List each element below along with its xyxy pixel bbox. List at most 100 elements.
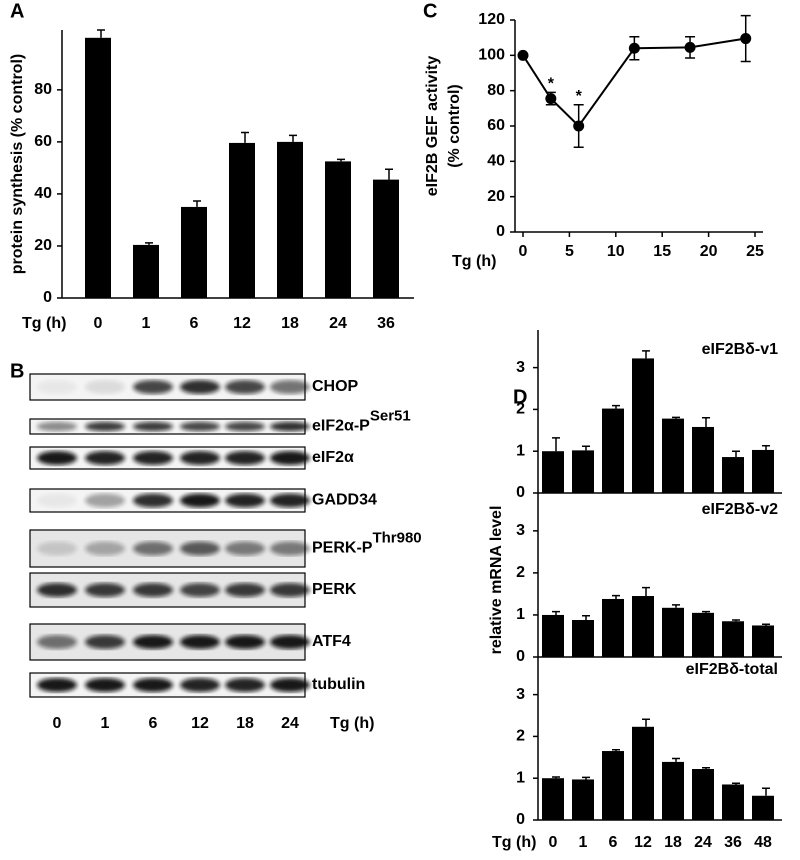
blot-x-label: Tg (h) — [330, 715, 374, 732]
bar — [542, 451, 564, 493]
bar — [602, 598, 624, 657]
blot-band — [225, 583, 265, 597]
panel-label: B — [10, 360, 24, 382]
blot-band — [225, 541, 265, 556]
blot-band — [133, 541, 173, 556]
y-tick-label: 20 — [34, 237, 52, 254]
x-tick-label: 36 — [377, 315, 395, 332]
error-bar — [145, 242, 153, 245]
blot-lane-label: 0 — [53, 715, 62, 732]
error-bar — [385, 168, 393, 180]
y-axis-label: eIF2B GEF activity — [424, 56, 441, 197]
error-bar — [612, 594, 620, 599]
x-tick-label: 0 — [549, 834, 558, 851]
error-bar — [762, 623, 770, 626]
blot-lane-label: 18 — [236, 715, 254, 732]
x-tick-label: 36 — [724, 834, 742, 851]
blot-band — [85, 421, 125, 432]
x-tick-label: 1 — [579, 834, 588, 851]
blot-row — [29, 572, 310, 608]
bar — [632, 596, 654, 657]
blot-band — [180, 451, 220, 465]
blot-band — [270, 493, 310, 508]
x-tick-label: 24 — [329, 315, 347, 332]
blot-band — [225, 678, 265, 692]
x-tick-label: 15 — [653, 243, 671, 260]
y-tick-label: 0 — [496, 223, 505, 240]
blot-row-label-text: ATF4 — [312, 633, 351, 650]
blot-band — [270, 421, 310, 432]
blot-band — [180, 493, 220, 508]
blot-band — [225, 421, 265, 432]
blot-band — [270, 380, 310, 394]
blot-band — [133, 421, 173, 432]
error-bar — [702, 610, 710, 613]
bar — [692, 426, 714, 493]
panel-title: eIF2Bδ-total — [686, 661, 778, 678]
bar — [632, 358, 654, 493]
x-tick-label: 12 — [233, 315, 251, 332]
y-tick-label: 0 — [516, 484, 525, 501]
bar — [722, 784, 744, 820]
blot-row-label: tubulin — [312, 676, 365, 693]
y-tick-label: 2 — [516, 728, 525, 745]
error-bar — [552, 776, 560, 779]
blot-band — [85, 635, 125, 649]
blot-row-label: PERK — [312, 581, 357, 598]
y-tick-label: 1 — [516, 769, 525, 786]
x-tick-label: 5 — [565, 243, 574, 260]
blot-lane-label: 6 — [149, 715, 158, 732]
data-point — [740, 33, 752, 45]
blot-row — [29, 488, 310, 513]
x-tick-label: 18 — [664, 834, 682, 851]
blot-row-label-text: eIF2α — [312, 449, 354, 466]
blot-band — [133, 493, 173, 508]
blot-band — [180, 421, 220, 432]
blot-lane-label: 24 — [281, 715, 299, 732]
y-tick-label: 80 — [487, 82, 505, 99]
blot-band — [85, 380, 125, 394]
error-bar — [642, 350, 650, 359]
x-tick-label: 24 — [694, 834, 712, 851]
blot-row-label-text: GADD34 — [312, 492, 377, 509]
bar — [632, 726, 654, 820]
y-tick-label: 60 — [34, 133, 52, 150]
error-bar — [672, 604, 680, 608]
x-tick-label: 1 — [142, 315, 151, 332]
data-line — [522, 37, 746, 128]
error-bar — [672, 416, 680, 419]
bar — [325, 161, 351, 298]
blot-band — [37, 493, 77, 508]
blot-band — [270, 635, 310, 649]
error-bar — [582, 445, 590, 451]
x-axis-label: Tg (h) — [22, 315, 66, 332]
blot-band — [85, 493, 125, 508]
bar — [277, 141, 303, 298]
data-point — [628, 42, 640, 54]
x-tick-label: 25 — [746, 243, 764, 260]
blot-band — [225, 380, 265, 394]
error-bar — [612, 404, 620, 409]
y-tick-label: 1 — [516, 606, 525, 623]
bar — [602, 751, 624, 820]
blot-band — [180, 635, 220, 649]
blot-row-label: eIF2α — [312, 449, 354, 466]
error-bar — [582, 776, 590, 780]
blot-band — [270, 451, 310, 465]
blot-row — [29, 623, 310, 661]
data-point — [684, 41, 696, 53]
error-bar — [241, 131, 249, 143]
y-axis-label: (% control) — [446, 84, 463, 168]
blot-band — [133, 451, 173, 465]
bar — [542, 778, 564, 820]
error-bar — [612, 749, 620, 752]
y-tick-label: 40 — [487, 153, 505, 170]
panel-title: eIF2Bδ-v1 — [702, 341, 779, 358]
annotation: * — [548, 76, 555, 93]
bar — [572, 450, 594, 493]
error-bar — [642, 586, 650, 597]
y-tick-label: 0 — [516, 648, 525, 665]
blot-row — [29, 418, 310, 435]
blot-row-label-sup: Ser51 — [370, 407, 411, 424]
